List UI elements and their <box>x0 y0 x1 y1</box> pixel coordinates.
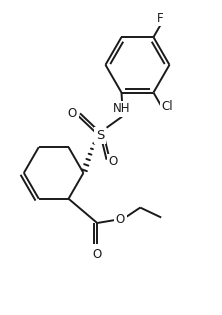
Text: O: O <box>116 213 125 226</box>
Text: F: F <box>157 12 164 25</box>
Text: O: O <box>109 155 118 169</box>
Text: O: O <box>68 107 77 120</box>
Text: NH: NH <box>113 102 131 116</box>
Text: Cl: Cl <box>162 100 173 113</box>
Text: S: S <box>96 129 104 142</box>
Text: O: O <box>93 248 102 261</box>
